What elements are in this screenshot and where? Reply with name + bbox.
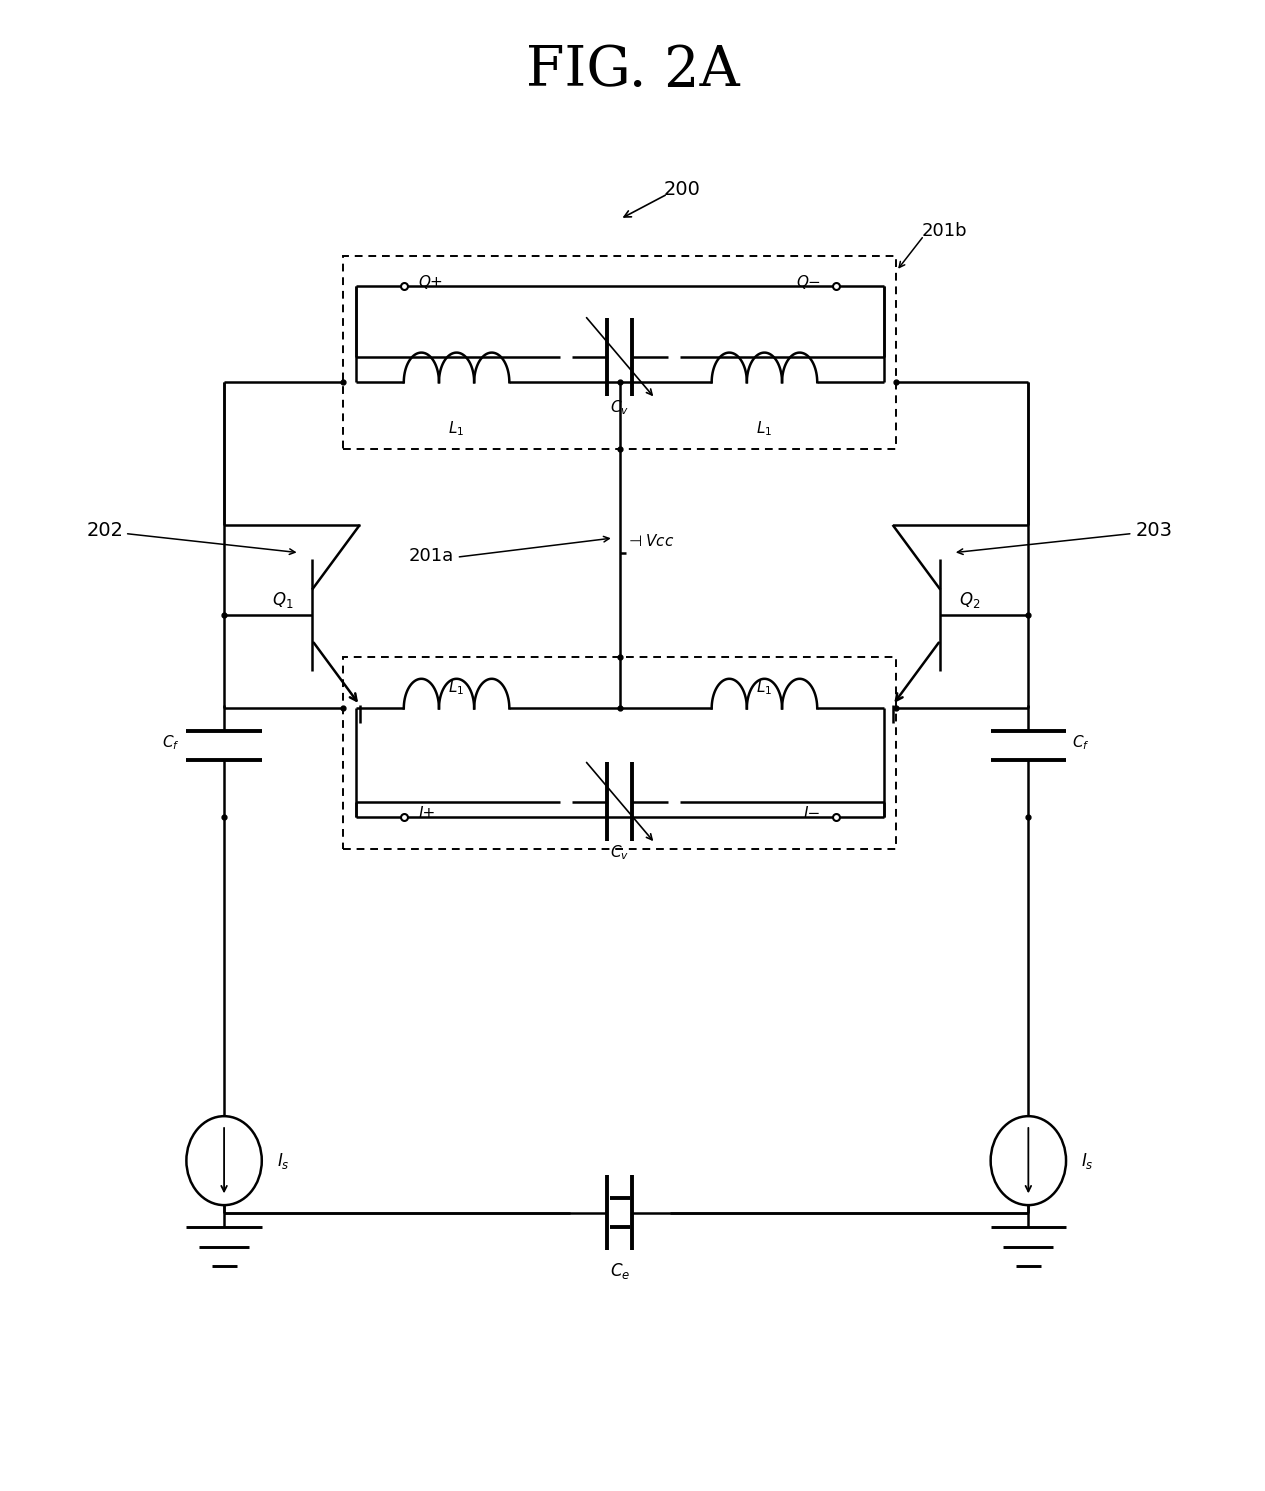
Text: $C_v$: $C_v$ [611,398,630,417]
Text: $I_s$: $I_s$ [277,1151,290,1170]
Text: $C_f$: $C_f$ [1073,734,1090,751]
Text: Q−: Q− [796,276,821,291]
Text: $L_1$: $L_1$ [449,419,464,438]
Text: $C_v$: $C_v$ [611,844,630,862]
Text: 203: 203 [1135,520,1173,540]
Text: Q+: Q+ [419,276,444,291]
Text: $L_1$: $L_1$ [756,678,773,696]
Text: $L_1$: $L_1$ [449,678,464,696]
Text: $C_e$: $C_e$ [610,1261,630,1281]
Bar [344,256,897,449]
Bar [344,656,897,850]
Text: $L_1$: $L_1$ [756,419,773,438]
Text: 201a: 201a [409,547,454,565]
Text: I+: I+ [419,807,436,822]
Text: 201b: 201b [921,222,968,240]
Text: 200: 200 [664,180,701,198]
Text: $\dashv Vcc$: $\dashv Vcc$ [626,532,674,549]
Text: FIG. 2A: FIG. 2A [526,43,739,98]
Text: $I_s$: $I_s$ [1082,1151,1094,1170]
Text: $C_f$: $C_f$ [162,734,180,751]
Text: $Q_1$: $Q_1$ [272,590,293,610]
Text: I−: I− [803,807,821,822]
Text: $Q_2$: $Q_2$ [959,590,980,610]
Text: 202: 202 [86,520,124,540]
